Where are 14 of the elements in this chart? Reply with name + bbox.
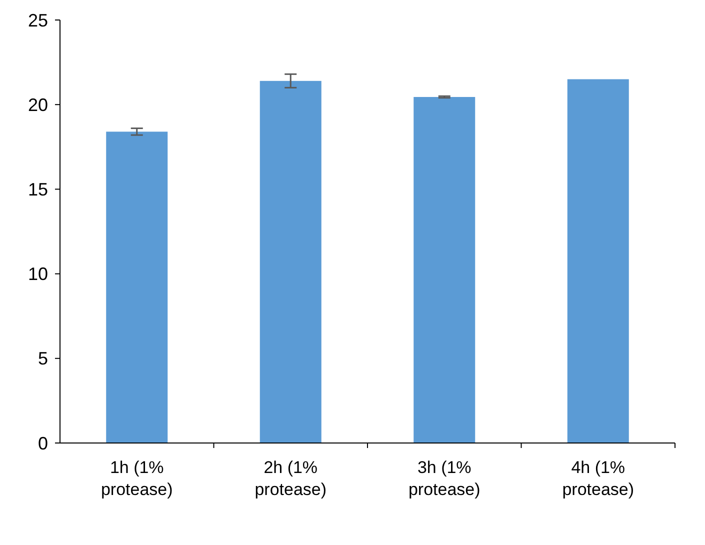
bar: [414, 96, 476, 443]
y-tick-label: 25: [28, 10, 48, 30]
y-tick-label: 5: [38, 348, 48, 369]
x-tick-label: 4h (1% protease): [562, 458, 634, 500]
x-tick-label: 2h (1% protease): [254, 458, 327, 500]
y-tick-label: 10: [28, 264, 48, 284]
bar: [567, 79, 629, 443]
y-tick-label: 0: [38, 433, 48, 454]
x-tick-label: 3h (1% protease): [408, 458, 480, 500]
y-tick-label: 15: [28, 180, 48, 200]
y-tick-label: 20: [28, 94, 48, 115]
bar: [260, 80, 322, 443]
x-tick-label: 1h (1% protease): [100, 458, 173, 500]
bar: [106, 132, 168, 443]
